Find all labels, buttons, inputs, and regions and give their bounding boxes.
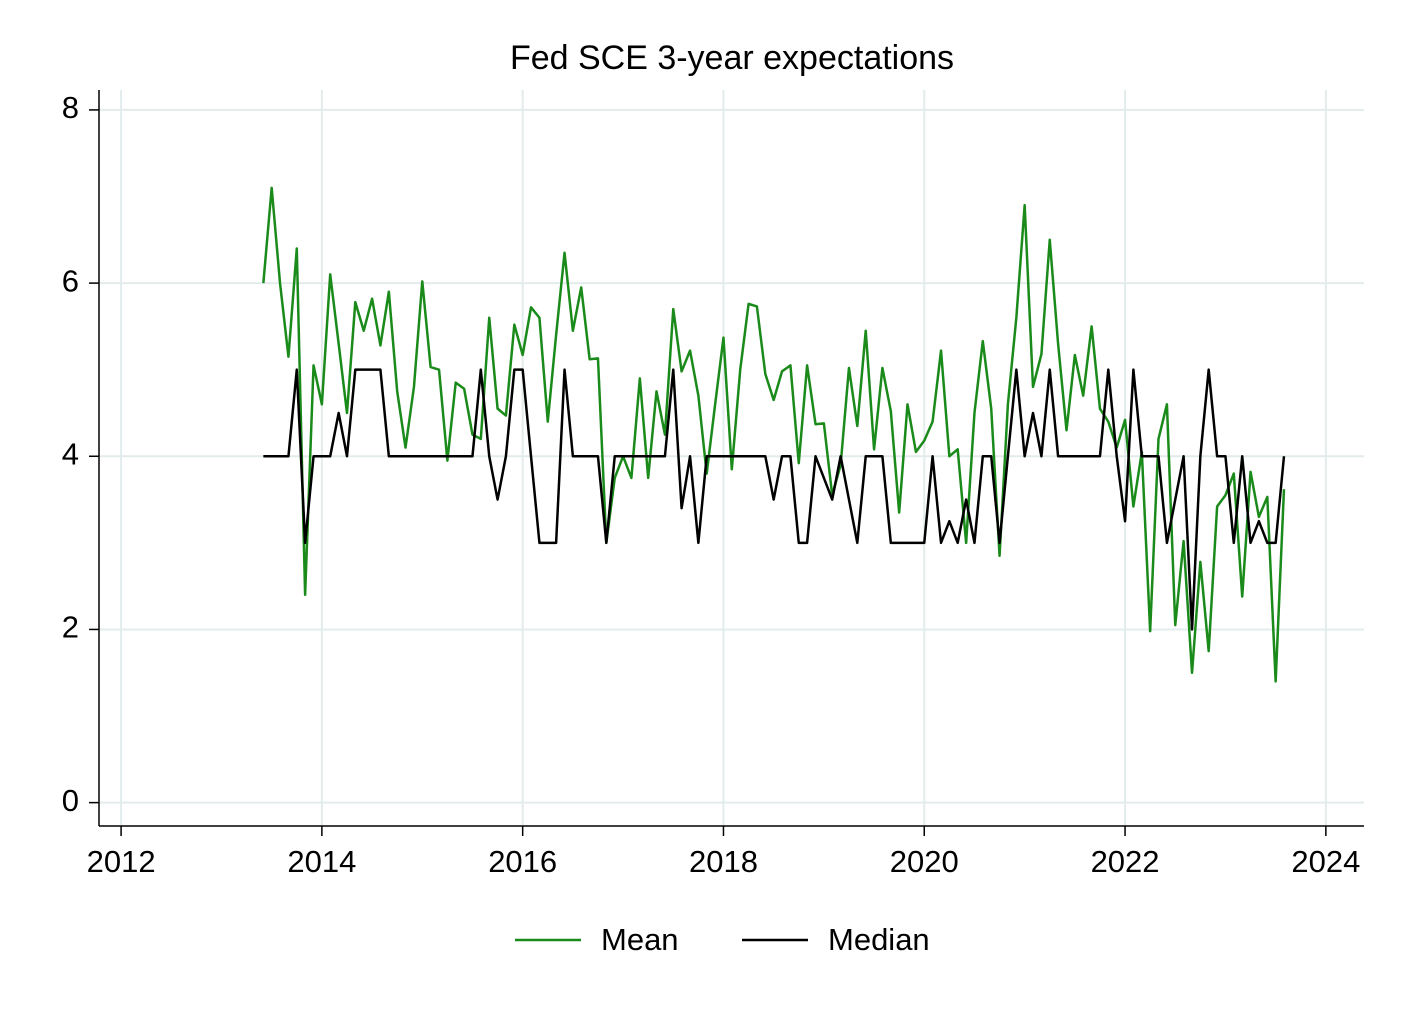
series-line: [263, 368, 1286, 631]
x-tick-label: 2014: [287, 844, 356, 879]
y-tick-label: 6: [62, 263, 79, 298]
x-tick-label: 2024: [1291, 844, 1360, 879]
x-tick-label: 2016: [488, 844, 557, 879]
x-tick-label: 2022: [1091, 844, 1160, 879]
y-tick-label: 8: [62, 90, 79, 125]
y-tick-label: 0: [62, 783, 79, 818]
y-tick-label: 4: [62, 436, 79, 471]
chart-title: Fed SCE 3-year expectations: [510, 39, 954, 77]
x-tick-label: 2012: [87, 844, 156, 879]
x-tick-label: 2018: [689, 844, 758, 879]
legend-label: Mean: [601, 922, 679, 957]
legend-label: Median: [828, 922, 930, 957]
y-tick-label: 2: [62, 610, 79, 645]
x-tick-label: 2020: [890, 844, 959, 879]
